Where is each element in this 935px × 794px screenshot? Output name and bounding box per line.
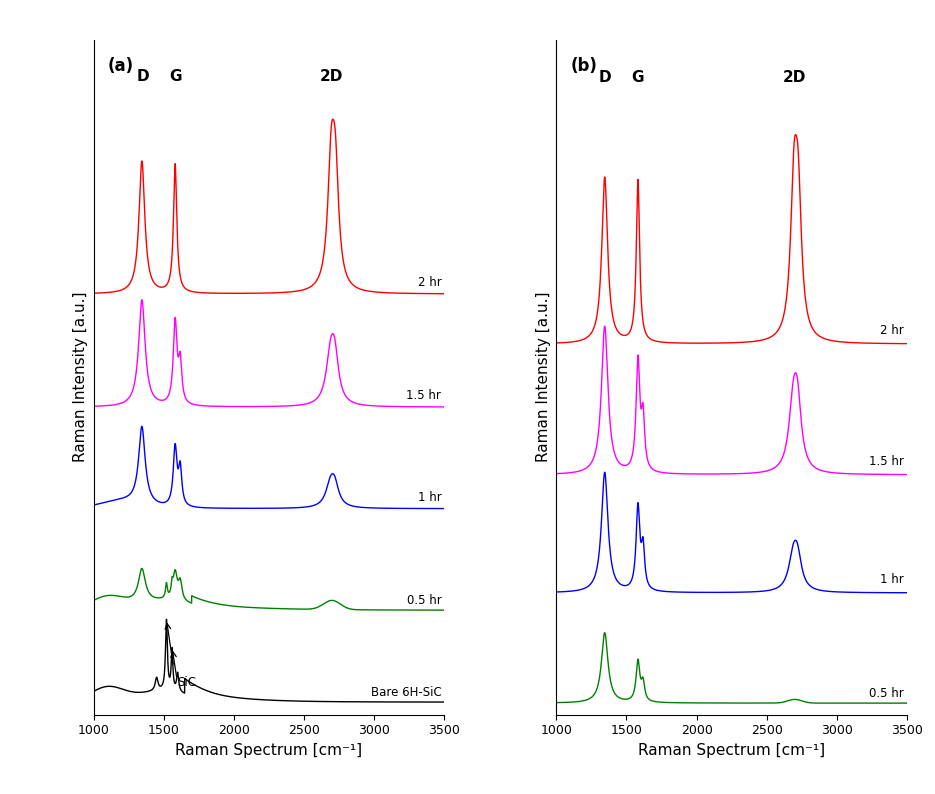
Text: 0.5 hr: 0.5 hr [870,687,904,700]
Text: 2 hr: 2 hr [881,324,904,337]
Text: (a): (a) [108,56,134,75]
Text: D: D [137,68,149,83]
Text: 1 hr: 1 hr [418,491,441,504]
Text: 2D: 2D [320,68,344,83]
X-axis label: Raman Spectrum [cm⁻¹]: Raman Spectrum [cm⁻¹] [638,743,826,758]
Text: 2D: 2D [784,70,806,85]
Text: 1.5 hr: 1.5 hr [870,455,904,468]
Text: 2 hr: 2 hr [418,276,441,289]
Y-axis label: Raman Intensity [a.u.]: Raman Intensity [a.u.] [73,292,88,462]
Text: G: G [632,70,644,85]
Text: 1.5 hr: 1.5 hr [407,389,441,402]
Text: (b): (b) [570,56,597,75]
Text: Bare 6H-SiC: Bare 6H-SiC [370,686,441,699]
Y-axis label: Raman Intensity [a.u.]: Raman Intensity [a.u.] [536,292,551,462]
Text: 1 hr: 1 hr [881,573,904,586]
Text: 0.5 hr: 0.5 hr [407,594,441,607]
Text: G: G [169,68,181,83]
Text: D: D [599,70,611,85]
Text: SiC: SiC [178,676,196,689]
X-axis label: Raman Spectrum [cm⁻¹]: Raman Spectrum [cm⁻¹] [175,743,363,758]
